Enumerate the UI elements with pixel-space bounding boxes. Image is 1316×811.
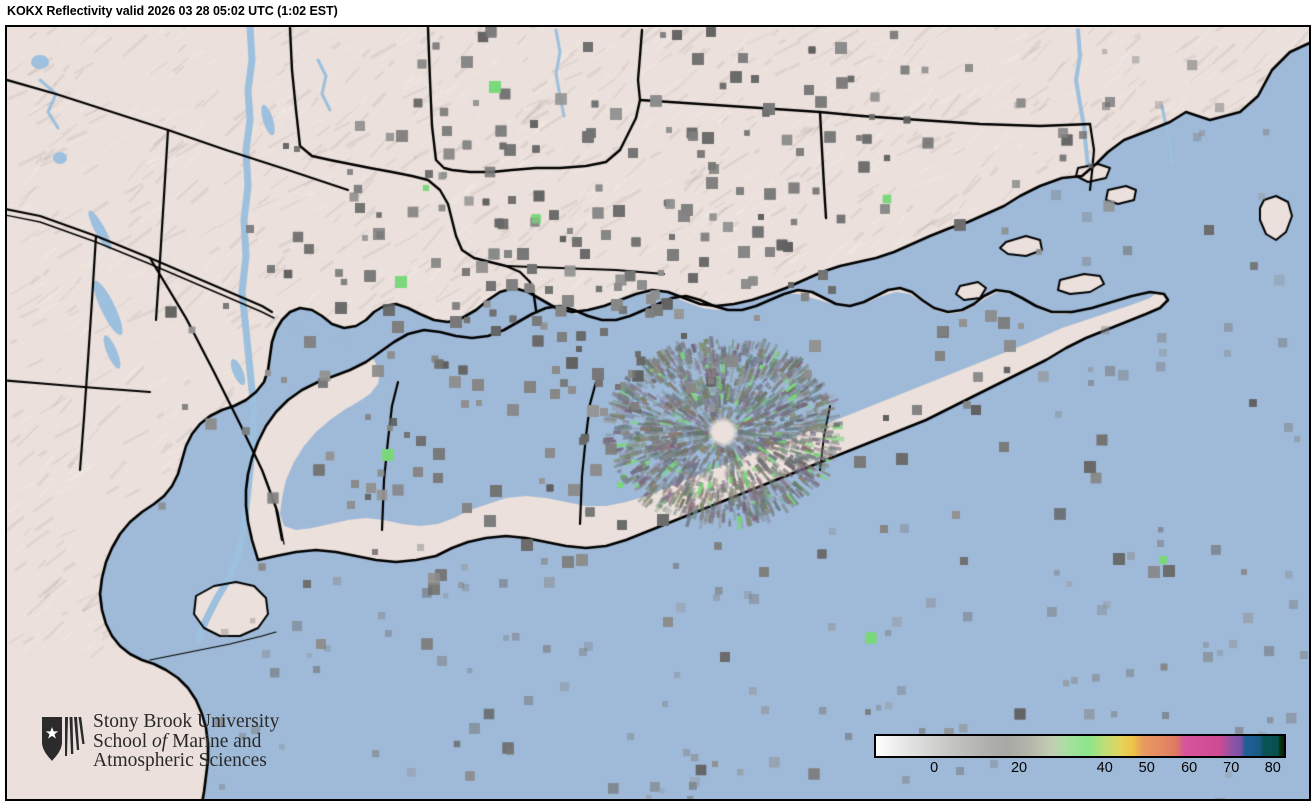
colorbar-tick-20: 20 bbox=[1010, 760, 1028, 776]
colorbar-tick-labels: 0 20 40 50 60 70 80 bbox=[874, 760, 1286, 784]
colorbar-tick-80: 80 bbox=[1264, 760, 1281, 776]
colorbar-gradient bbox=[874, 734, 1286, 758]
colorbar-tick-0: 0 bbox=[930, 760, 939, 776]
reflectivity-colorbar bbox=[874, 734, 1286, 758]
colorbar-tick-70: 70 bbox=[1223, 760, 1240, 776]
map-frame bbox=[5, 25, 1311, 801]
colorbar-tick-40: 40 bbox=[1096, 760, 1113, 776]
colorbar-tick-50: 50 bbox=[1138, 760, 1155, 776]
colorbar-tick-60: 60 bbox=[1181, 760, 1198, 776]
radar-map-canvas[interactable] bbox=[7, 27, 1309, 799]
page-title: KOKX Reflectivity valid 2026 03 28 05:02… bbox=[7, 4, 338, 18]
